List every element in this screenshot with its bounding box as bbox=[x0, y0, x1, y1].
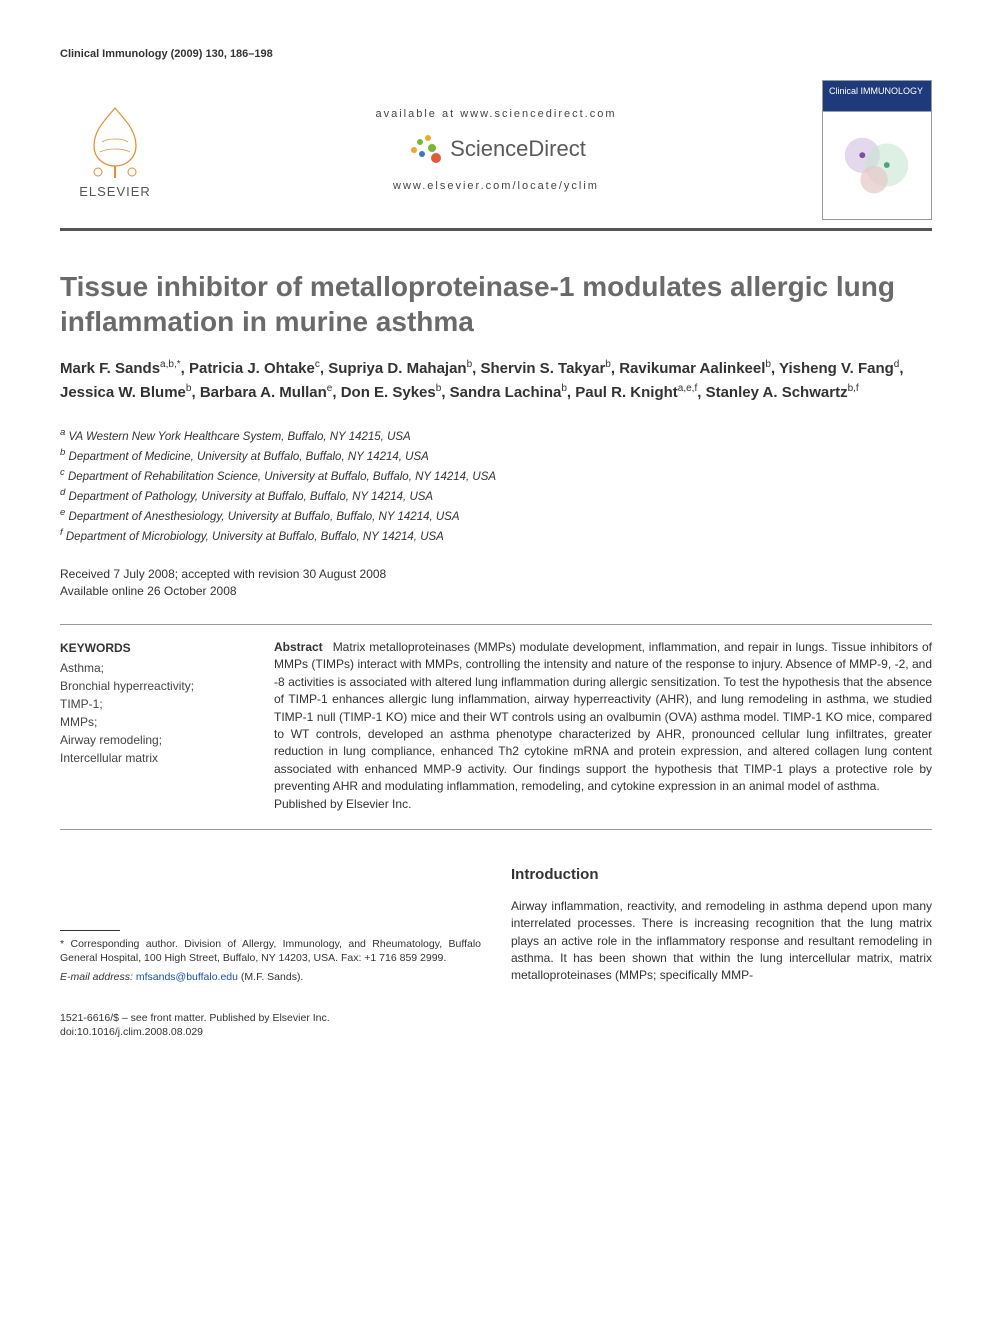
affiliation-list: a VA Western New York Healthcare System,… bbox=[60, 426, 932, 546]
abstract-box: AbstractMatrix metalloproteinases (MMPs)… bbox=[274, 639, 932, 813]
received-accepted-line: Received 7 July 2008; accepted with revi… bbox=[60, 566, 932, 583]
corresponding-author-footnote: * Corresponding author. Division of Alle… bbox=[60, 937, 481, 985]
author: Shervin S. Takyarb bbox=[481, 360, 611, 377]
author-affil-marks: b bbox=[467, 359, 473, 370]
keywords-list: Asthma;Bronchial hyperreactivity;TIMP-1;… bbox=[60, 659, 250, 767]
right-column: Introduction Airway inflammation, reacti… bbox=[511, 864, 932, 985]
author-affil-marks: b,f bbox=[848, 383, 859, 394]
author-affil-marks: a,e,f bbox=[678, 383, 697, 394]
keyword-item: Bronchial hyperreactivity; bbox=[60, 677, 250, 695]
keyword-item: Airway remodeling; bbox=[60, 731, 250, 749]
abstract-publisher-line: Published by Elsevier Inc. bbox=[274, 796, 932, 813]
keyword-item: Asthma; bbox=[60, 659, 250, 677]
abstract-keywords-block: KEYWORDS Asthma;Bronchial hyperreactivit… bbox=[60, 624, 932, 830]
running-header: Clinical Immunology (2009) 130, 186–198 bbox=[60, 48, 932, 60]
sciencedirect-logo: ScienceDirect bbox=[406, 130, 586, 168]
abstract-label: Abstract bbox=[274, 640, 323, 654]
left-column: * Corresponding author. Division of Alle… bbox=[60, 864, 481, 985]
keyword-item: Intercellular matrix bbox=[60, 749, 250, 767]
author: Yisheng V. Fangd bbox=[779, 360, 899, 377]
journal-cover-thumbnail: Clinical IMMUNOLOGY bbox=[822, 80, 932, 220]
email-label: E-mail address: bbox=[60, 971, 133, 983]
masthead: ELSEVIER available at www.sciencedirect.… bbox=[60, 80, 932, 231]
body-columns: * Corresponding author. Division of Alle… bbox=[60, 864, 932, 985]
author: Sandra Lachinab bbox=[450, 384, 567, 401]
corresponding-email[interactable]: mfsands@buffalo.edu bbox=[136, 971, 238, 983]
cover-art-icon bbox=[833, 121, 921, 209]
introduction-body: Airway inflammation, reactivity, and rem… bbox=[511, 898, 932, 985]
author-affil-marks: b bbox=[436, 383, 442, 394]
publisher-block: ELSEVIER bbox=[60, 102, 170, 199]
author: Mark F. Sandsa,b,* bbox=[60, 360, 181, 377]
author: Supriya D. Mahajanb bbox=[328, 360, 472, 377]
author: Don E. Sykesb bbox=[341, 384, 442, 401]
keyword-item: TIMP-1; bbox=[60, 695, 250, 713]
affiliation: b Department of Medicine, University at … bbox=[60, 446, 932, 466]
affiliation: a VA Western New York Healthcare System,… bbox=[60, 426, 932, 446]
keywords-heading: KEYWORDS bbox=[60, 639, 250, 657]
abstract-text: Matrix metalloproteinases (MMPs) modulat… bbox=[274, 640, 932, 793]
elsevier-tree-icon bbox=[80, 102, 150, 180]
sciencedirect-mark-icon bbox=[406, 130, 444, 168]
doi-line: doi:10.1016/j.clim.2008.08.029 bbox=[60, 1025, 932, 1040]
author-affil-marks: c bbox=[315, 359, 320, 370]
keyword-item: MMPs; bbox=[60, 713, 250, 731]
introduction-heading: Introduction bbox=[511, 864, 932, 886]
author-affil-marks: a,b,* bbox=[160, 359, 181, 370]
affiliation: e Department of Anesthesiology, Universi… bbox=[60, 506, 932, 526]
article-dates: Received 7 July 2008; accepted with revi… bbox=[60, 566, 932, 600]
author-affil-marks: e bbox=[327, 383, 333, 394]
author-affil-marks: b bbox=[186, 383, 192, 394]
masthead-center: available at www.sciencedirect.com Scien… bbox=[170, 108, 822, 192]
author: Paul R. Knighta,e,f bbox=[575, 384, 697, 401]
author: Stanley A. Schwartzb,f bbox=[706, 384, 859, 401]
available-at-line: available at www.sciencedirect.com bbox=[170, 108, 822, 120]
corresponding-text: Corresponding author. Division of Allerg… bbox=[60, 938, 481, 965]
sciencedirect-wordmark: ScienceDirect bbox=[450, 136, 586, 162]
author: Barbara A. Mullane bbox=[200, 384, 333, 401]
author-affil-marks: b bbox=[561, 383, 567, 394]
author-affil-marks: d bbox=[894, 359, 900, 370]
page-footer: 1521-6616/$ – see front matter. Publishe… bbox=[60, 1011, 932, 1040]
footnote-star: * bbox=[60, 938, 64, 950]
author-affil-marks: b bbox=[765, 359, 771, 370]
affiliation: f Department of Microbiology, University… bbox=[60, 526, 932, 546]
cover-journal-title: Clinical IMMUNOLOGY bbox=[829, 87, 925, 97]
available-online-line: Available online 26 October 2008 bbox=[60, 583, 932, 600]
email-suffix: (M.F. Sands). bbox=[241, 971, 303, 983]
journal-locate-url: www.elsevier.com/locate/yclim bbox=[170, 180, 822, 192]
article-title: Tissue inhibitor of metalloproteinase-1 … bbox=[60, 269, 932, 339]
author: Jessica W. Blumeb bbox=[60, 384, 191, 401]
author: Ravikumar Aalinkeelb bbox=[619, 360, 771, 377]
author: Patricia J. Ohtakec bbox=[189, 360, 320, 377]
publisher-name: ELSEVIER bbox=[79, 184, 151, 199]
footnote-rule bbox=[60, 930, 120, 931]
front-matter-line: 1521-6616/$ – see front matter. Publishe… bbox=[60, 1011, 932, 1026]
author-affil-marks: b bbox=[605, 359, 611, 370]
affiliation: d Department of Pathology, University at… bbox=[60, 486, 932, 506]
keywords-box: KEYWORDS Asthma;Bronchial hyperreactivit… bbox=[60, 639, 250, 813]
affiliation: c Department of Rehabilitation Science, … bbox=[60, 466, 932, 486]
author-list: Mark F. Sandsa,b,*, Patricia J. Ohtakec,… bbox=[60, 357, 932, 404]
